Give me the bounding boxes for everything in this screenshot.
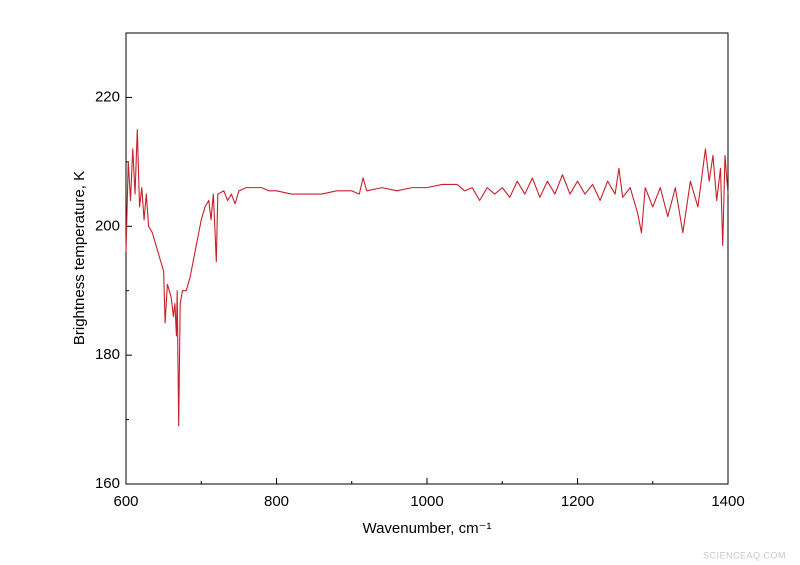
y-tick-label: 160 [95, 475, 120, 492]
x-tick-label: 600 [113, 493, 138, 510]
x-axis-label: Wavenumber, cm⁻¹ [362, 520, 491, 537]
y-tick-label: 220 [95, 88, 120, 105]
x-tick-label: 800 [264, 493, 289, 510]
y-tick-label: 200 [95, 217, 120, 234]
x-tick-label: 1000 [410, 493, 443, 510]
watermark: SCIENCEAQ.COM [703, 550, 786, 560]
spectrum-line [125, 129, 729, 427]
x-tick-label: 1400 [711, 493, 744, 510]
x-tick-label: 1200 [561, 493, 594, 510]
y-tick-label: 180 [95, 346, 120, 363]
y-axis-label: Brightness temperature, K [71, 171, 88, 345]
